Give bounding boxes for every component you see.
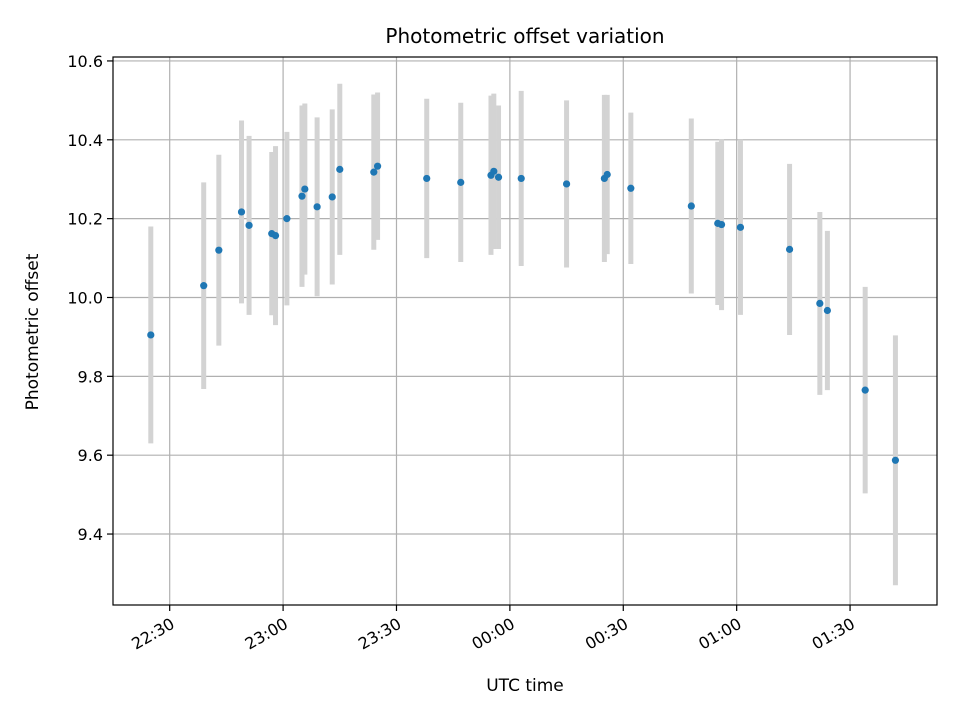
data-point (517, 174, 525, 183)
data-point (816, 299, 824, 308)
data-point (283, 215, 291, 223)
data-point (200, 282, 208, 290)
data-point (457, 178, 465, 186)
data-point (891, 456, 900, 464)
y-tick-label: 9.4 (78, 525, 103, 544)
data-point (423, 174, 431, 183)
data-point (245, 221, 253, 229)
data-point (301, 185, 309, 193)
data-point (147, 331, 155, 339)
data-point (237, 208, 246, 216)
data-point (336, 165, 344, 173)
data-point (328, 193, 336, 201)
data-point (490, 167, 498, 175)
data-point (298, 192, 306, 200)
data-point (627, 184, 635, 192)
y-tick-label: 10.4 (67, 131, 103, 150)
x-axis-label: UTC time (486, 676, 564, 696)
data-point (687, 202, 695, 210)
data-point (603, 170, 611, 179)
y-tick-label: 10.6 (67, 52, 103, 71)
y-tick-label: 10.0 (67, 288, 103, 307)
data-point (861, 386, 869, 394)
y-tick-label: 9.8 (78, 367, 103, 386)
y-tick-label: 10.2 (67, 210, 103, 229)
data-point (313, 203, 321, 211)
data-point (785, 245, 794, 253)
data-point (494, 173, 503, 181)
data-point (271, 231, 280, 240)
data-point (370, 168, 378, 176)
data-points (147, 162, 900, 464)
data-point (717, 220, 726, 229)
chart-title: Photometric offset variation (385, 24, 664, 48)
data-point (215, 246, 223, 254)
y-axis: 9.4 9.6 9.8 10.0 10.2 10.4 10.6 (67, 52, 113, 544)
data-point (373, 162, 382, 170)
y-axis-label: Photometric offset (23, 253, 43, 410)
data-point (736, 223, 745, 231)
data-point (823, 306, 831, 315)
y-tick-label: 9.6 (78, 446, 103, 465)
data-point (562, 180, 571, 188)
plot-frame (112, 56, 938, 606)
